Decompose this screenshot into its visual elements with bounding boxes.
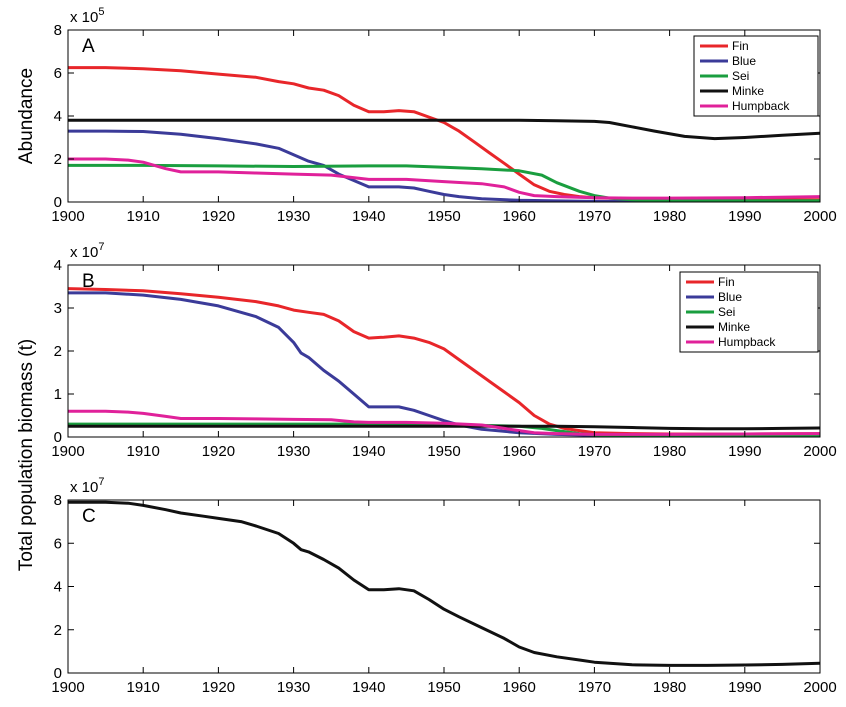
panel-a-xtick-label: 1900 bbox=[51, 208, 84, 225]
panel-a-xtick-label: 1930 bbox=[277, 208, 310, 225]
panel-a-series-sei bbox=[68, 163, 820, 202]
panel-b-ytick-label: 3 bbox=[54, 300, 62, 317]
panel-a-legend-label-minke: Minke bbox=[732, 84, 764, 98]
panel-a-ytick-label: 0 bbox=[54, 194, 62, 211]
panel-a-xtick-label: 1950 bbox=[427, 208, 460, 225]
panel-c-ytick-label: 2 bbox=[54, 622, 62, 639]
panel-b-series-minke bbox=[68, 424, 820, 431]
panel-a-xtick-label: 1910 bbox=[127, 208, 160, 225]
panel-a-series-humpback bbox=[68, 157, 820, 200]
panel-c-ytick-label: 6 bbox=[54, 535, 62, 552]
panel-a-ytick-label: 2 bbox=[54, 151, 62, 168]
panel-c-xtick-label: 1990 bbox=[728, 679, 761, 696]
panel-c-xtick-label: 1940 bbox=[352, 679, 385, 696]
panel-c-ytick-label: 0 bbox=[54, 665, 62, 682]
shared-y-axis-label: Total population biomass (t) bbox=[16, 339, 37, 571]
panel-a-xtick-label: 2000 bbox=[803, 208, 836, 225]
panel-b-xtick-label: 1970 bbox=[578, 443, 611, 460]
panel-c-xtick-label: 1900 bbox=[51, 679, 84, 696]
panel-b-legend-label-minke: Minke bbox=[718, 320, 750, 334]
panel-a-ytick-label: 8 bbox=[54, 22, 62, 39]
panel-b-xtick-label: 1950 bbox=[427, 443, 460, 460]
panel-a-ytick-label: 4 bbox=[54, 108, 62, 125]
panel-a-series-minke bbox=[68, 118, 820, 141]
panel-b-xtick-label: 1940 bbox=[352, 443, 385, 460]
panel-c-xtick-label: 1920 bbox=[202, 679, 235, 696]
panel-b-series-fin bbox=[68, 287, 820, 436]
panel-b-xtick-label: 1930 bbox=[277, 443, 310, 460]
panel-b-xtick-label: 1910 bbox=[127, 443, 160, 460]
panel-b-xtick-label: 1980 bbox=[653, 443, 686, 460]
panel-c-xtick-label: 1930 bbox=[277, 679, 310, 696]
panel-b-legend-label-humpback: Humpback bbox=[718, 335, 776, 349]
panel-a-y-axis-label: Abundance bbox=[16, 68, 37, 164]
panel-a-xtick-label: 1940 bbox=[352, 208, 385, 225]
panel-c-series-total bbox=[68, 500, 820, 667]
panel-a-legend-label-humpback: Humpback bbox=[732, 99, 790, 113]
panel-a-xtick-label: 1990 bbox=[728, 208, 761, 225]
panel-b-xtick-label: 1990 bbox=[728, 443, 761, 460]
panel-a-legend-label-sei: Sei bbox=[732, 69, 749, 83]
panel-c-ytick-label: 4 bbox=[54, 579, 62, 596]
panel-b-ytick-label: 1 bbox=[54, 386, 62, 403]
panel-c-multiplier: x 107 bbox=[70, 476, 104, 496]
panel-b-legend-label-blue: Blue bbox=[718, 290, 742, 304]
panel-a-ytick-label: 6 bbox=[54, 65, 62, 82]
panel-a-xtick-label: 1970 bbox=[578, 208, 611, 225]
panel-a-legend-label-fin: Fin bbox=[732, 39, 749, 53]
panel-a-xtick-label: 1980 bbox=[653, 208, 686, 225]
panel-b-ytick-label: 4 bbox=[54, 257, 62, 274]
panel-b-xtick-label: 2000 bbox=[803, 443, 836, 460]
panel-c-xtick-label: 2000 bbox=[803, 679, 836, 696]
panel-c-xtick-label: 1910 bbox=[127, 679, 160, 696]
panel-c-xtick-label: 1980 bbox=[653, 679, 686, 696]
panel-b-series-humpback bbox=[68, 409, 820, 436]
panel-b-xtick-label: 1960 bbox=[503, 443, 536, 460]
panel-c-xtick-label: 1960 bbox=[503, 679, 536, 696]
panel-b-legend-label-fin: Fin bbox=[718, 275, 735, 289]
panel-c-xtick-label: 1950 bbox=[427, 679, 460, 696]
panel-c-frame bbox=[67, 499, 821, 674]
panel-c-letter: C bbox=[82, 506, 96, 527]
panel-c-xtick-label: 1970 bbox=[578, 679, 611, 696]
panel-b-ytick-label: 2 bbox=[54, 343, 62, 360]
panel-c-ytick-label: 8 bbox=[54, 492, 62, 509]
panel-b-letter: B bbox=[82, 271, 95, 292]
panel-a-xtick-label: 1920 bbox=[202, 208, 235, 225]
panel-a-series-blue bbox=[68, 129, 820, 202]
panel-a-legend-label-blue: Blue bbox=[732, 54, 756, 68]
panel-b-multiplier: x 107 bbox=[70, 241, 104, 261]
panel-a-multiplier: x 105 bbox=[70, 6, 104, 26]
panel-b-ytick-label: 0 bbox=[54, 429, 62, 446]
panel-a-letter: A bbox=[82, 36, 95, 57]
panel-a-xtick-label: 1960 bbox=[503, 208, 536, 225]
panel-b-xtick-label: 1920 bbox=[202, 443, 235, 460]
panel-b-xtick-label: 1900 bbox=[51, 443, 84, 460]
panel-b-legend-label-sei: Sei bbox=[718, 305, 735, 319]
